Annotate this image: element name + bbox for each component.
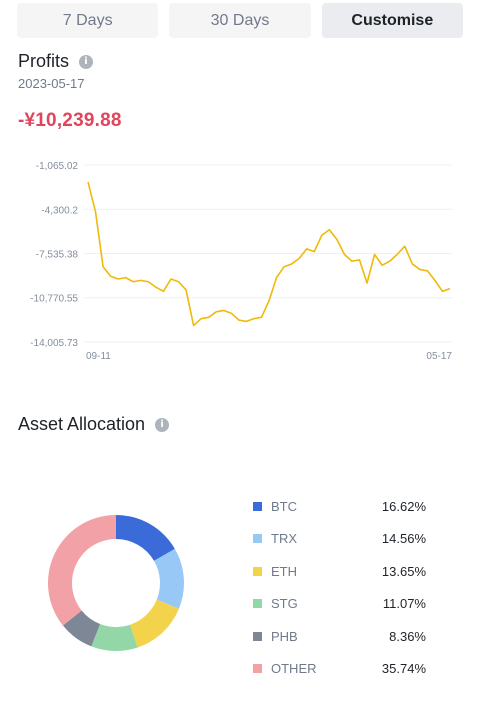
legend-swatch [253, 534, 262, 544]
x-tick-label: 09-11 [86, 351, 111, 362]
legend-swatch [253, 566, 262, 576]
legend-percentage: 35.74% [381, 661, 426, 677]
x-tick-label: 05-17 [426, 351, 452, 362]
tab-customise[interactable]: Customise [321, 3, 463, 38]
donut-slice-stg[interactable] [91, 624, 138, 651]
legend-percentage: 8.36% [389, 628, 426, 644]
y-tick-label: -14,005.73 [30, 338, 78, 349]
legend-percentage: 16.62% [381, 498, 426, 514]
legend-label: BTC [271, 498, 297, 514]
profits-title: Profits [18, 51, 70, 71]
legend-swatch [253, 631, 262, 641]
legend-swatch [253, 599, 262, 609]
profit-value: -¥10,239.88 [18, 110, 122, 131]
legend-row-eth[interactable]: ETH 13.65% [253, 555, 433, 588]
donut-slice-other[interactable] [48, 515, 116, 626]
asset-allocation-title: Asset Allocation [18, 414, 146, 434]
legend-label: ETH [271, 563, 297, 579]
profits-header: Profits i [18, 51, 94, 72]
legend-row-stg[interactable]: STG 11.07% [253, 588, 433, 621]
legend-percentage: 14.56% [381, 531, 426, 547]
legend-label: OTHER [271, 661, 317, 677]
time-range-tabs: 7 Days 30 Days Customise [17, 3, 463, 38]
info-icon[interactable]: i [155, 417, 170, 432]
info-icon[interactable]: i [79, 54, 94, 69]
legend-label: PHB [271, 628, 298, 644]
y-tick-label: -1,065.02 [36, 161, 79, 172]
donut-slice-btc[interactable] [116, 515, 175, 561]
y-tick-label: -7,535.38 [36, 250, 79, 261]
profit-series-line [87, 181, 451, 327]
legend-swatch [253, 664, 262, 674]
donut-slice-trx[interactable] [154, 548, 185, 609]
legend-percentage: 13.65% [381, 563, 426, 579]
tab-30-days[interactable]: 30 Days [169, 3, 311, 38]
asset-allocation-header: Asset Allocation i [18, 414, 170, 435]
legend-row-other[interactable]: OTHER 35.74% [253, 653, 433, 686]
tab-7-days[interactable]: 7 Days [17, 3, 159, 38]
asset-allocation-donut [48, 515, 185, 651]
y-tick-label: -4,300.2 [41, 205, 78, 216]
legend-row-trx[interactable]: TRX 14.56% [253, 523, 433, 556]
legend-row-phb[interactable]: PHB 8.36% [253, 620, 433, 653]
donut-slice-phb[interactable] [62, 610, 101, 647]
profit-line-chart: -1,065.02 -4,300.2 -7,535.38 -10,770.55 -14,… [30, 161, 452, 362]
legend-swatch [253, 501, 262, 511]
legend-percentage: 11.07% [382, 596, 426, 612]
asset-allocation-legend: BTC 16.62% TRX 14.56% ETH 13.65% STG 11.07% PHB 8… [253, 490, 433, 685]
legend-row-btc[interactable]: BTC 16.62% [253, 490, 433, 523]
y-tick-label: -10,770.55 [30, 294, 78, 305]
legend-label: TRX [271, 531, 297, 547]
profits-date: 2023-05-17 [18, 76, 85, 91]
legend-label: STG [271, 596, 298, 612]
donut-slice-eth[interactable] [130, 599, 179, 648]
